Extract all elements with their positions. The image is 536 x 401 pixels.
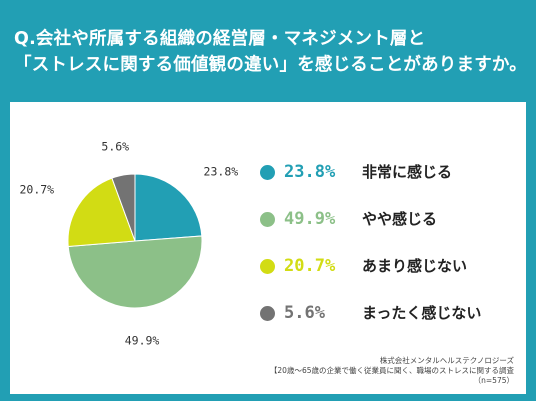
- pie-label-1: 23.8%: [204, 165, 239, 179]
- source-note: 株式会社メンタルヘルステクノロジーズ 【20歳～65歳の企業で働く従業員に聞く、…: [270, 356, 514, 386]
- legend-swatch: [260, 259, 275, 274]
- question-title: Q.会社や所属する組織の経営層・マネジメント層と 「ストレスに関する価値観の違い…: [14, 26, 527, 78]
- legend-value: 49.9%: [284, 209, 336, 229]
- legend-label: まったく感じない: [362, 304, 482, 322]
- legend-value: 20.7%: [284, 256, 336, 276]
- legend-value: 5.6%: [284, 303, 325, 323]
- source-sample-size: （n=575）: [473, 376, 514, 385]
- legend-label: やや感じる: [362, 210, 438, 228]
- legend-swatch: [260, 212, 275, 227]
- pie-label-3: 20.7%: [19, 182, 54, 196]
- legend-swatch: [260, 306, 275, 321]
- chart-card: 23.8% 49.9% 20.7% 5.6% 23.8% 非常に感じる 49.9% やや感じ…: [10, 102, 526, 394]
- pie-slice-1: [134, 173, 203, 242]
- pie-chart: 23.8% 49.9% 20.7% 5.6%: [19, 139, 239, 348]
- legend-label: あまり感じない: [362, 257, 468, 275]
- question-title-line1: Q.会社や所属する組織の経営層・マネジメント層と: [14, 29, 426, 49]
- pie-slice-3: [67, 177, 136, 248]
- source-company: 株式会社メンタルヘルステクノロジーズ: [379, 356, 514, 365]
- question-title-line2: 「ストレスに関する価値観の違い」を感じることがありますか。: [14, 55, 527, 75]
- pie-label-2: 49.9%: [125, 334, 160, 348]
- legend-value: 23.8%: [284, 162, 336, 182]
- pie-slice-2: [67, 235, 203, 309]
- source-survey: 【20歳～65歳の企業で働く従業員に聞く、職場のストレスに関する調査: [269, 366, 514, 375]
- pie-slice-4: [111, 173, 136, 242]
- pie-label-4: 5.6%: [101, 139, 129, 153]
- legend-swatch: [260, 165, 275, 180]
- legend-label: 非常に感じる: [362, 163, 453, 181]
